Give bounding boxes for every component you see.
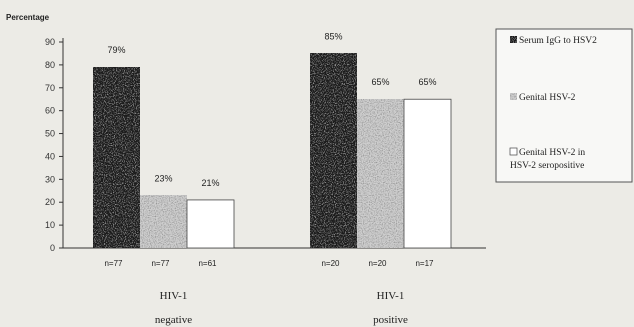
y-tick-label: 70 bbox=[45, 83, 55, 93]
group-label-1-line-2: negative bbox=[155, 314, 192, 326]
value-label-series-3-group-1: 21% bbox=[201, 178, 219, 188]
n-label-series-3-group-1: n=61 bbox=[198, 259, 217, 268]
group-label-1-line-1: HIV-1 bbox=[160, 290, 188, 302]
group-label-2-line-2: positive bbox=[373, 314, 408, 326]
legend-entry-series-3-line-2: HSV-2 seropositive bbox=[510, 161, 584, 171]
y-axis: 0 10 20 30 40 50 60 70 80 90 bbox=[45, 37, 64, 253]
n-label-series-2-group-1: n=77 bbox=[151, 259, 170, 268]
n-label-series-1-group-2: n=20 bbox=[321, 259, 340, 268]
legend-box bbox=[495, 28, 633, 183]
y-axis-title: Percentage bbox=[6, 13, 50, 22]
n-label-series-3-group-2: n=17 bbox=[415, 259, 434, 268]
value-label-series-2-group-2: 65% bbox=[371, 77, 389, 87]
value-label-series-2-group-1: 23% bbox=[154, 173, 172, 183]
bar-series-2-group-1 bbox=[139, 194, 188, 249]
y-tick-label: 20 bbox=[45, 197, 55, 207]
bar-series-3-group-1 bbox=[186, 199, 235, 249]
bar-series-1-group-2 bbox=[309, 53, 358, 249]
y-tick-label: 50 bbox=[45, 129, 55, 139]
legend-entry-series-3-line-1: Genital HSV-2 in bbox=[519, 148, 585, 158]
y-tick-label: 80 bbox=[45, 60, 55, 70]
legend: Serum IgG to HSV2 Genital HSV-2 Genital … bbox=[495, 28, 633, 183]
bar-series-3-group-2 bbox=[403, 98, 452, 249]
group-label-2-line-1: HIV-1 bbox=[377, 290, 405, 302]
value-label-series-1-group-1: 79% bbox=[107, 45, 125, 55]
y-tick-label: 40 bbox=[45, 151, 55, 161]
legend-swatch-series-2 bbox=[509, 92, 518, 101]
y-tick-label: 0 bbox=[50, 243, 55, 253]
legend-swatch-series-1 bbox=[510, 36, 517, 43]
y-tick-label: 60 bbox=[45, 106, 55, 116]
legend-swatch-series-3 bbox=[509, 147, 518, 156]
bar-series-2-group-2 bbox=[356, 98, 405, 249]
legend-entry-series-1: Serum IgG to HSV2 bbox=[519, 36, 597, 46]
y-tick-label: 10 bbox=[45, 220, 55, 230]
n-label-series-2-group-2: n=20 bbox=[368, 259, 387, 268]
group-labels: HIV-1 negative HIV-1 positive bbox=[155, 290, 408, 326]
bar-labels: 79% n=77 85% n=20 23% n=77 65% n=20 21% n=61 65% n=… bbox=[104, 31, 436, 268]
legend-entry-series-2: Genital HSV-2 bbox=[519, 93, 576, 103]
n-label-series-1-group-1: n=77 bbox=[104, 259, 123, 268]
value-label-series-3-group-2: 65% bbox=[418, 77, 436, 87]
y-tick-label: 90 bbox=[45, 37, 55, 47]
bar-series-1-group-1 bbox=[92, 66, 141, 249]
y-tick-label: 30 bbox=[45, 174, 55, 184]
bars bbox=[92, 53, 452, 249]
value-label-series-1-group-2: 85% bbox=[324, 31, 342, 41]
